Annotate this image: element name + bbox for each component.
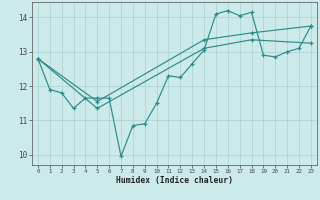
X-axis label: Humidex (Indice chaleur): Humidex (Indice chaleur)	[116, 176, 233, 185]
